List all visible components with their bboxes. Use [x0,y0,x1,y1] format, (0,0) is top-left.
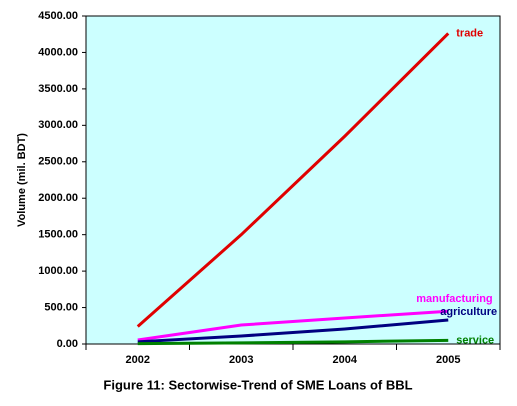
y-tick-label: 500.00 [44,301,78,313]
series-line [137,309,449,342]
y-tick-label: 1500.00 [38,229,78,241]
series-line [137,318,449,344]
chart-title: Figure 11: Sectorwise-Trend of SME Loans… [103,377,412,392]
y-tick-label: 4500.00 [38,10,78,22]
y-tick-label: 2000.00 [38,192,78,204]
plot-area [85,15,501,345]
x-tick-label: 2004 [333,354,358,366]
y-tick-label: 3500.00 [38,83,78,95]
y-tick-label: 1000.00 [38,265,78,277]
series-label: service [456,334,494,346]
series-label: manufacturing [416,293,492,305]
y-tick-label: 3000.00 [38,119,78,131]
series-label: agriculture [440,306,497,318]
y-tick-label: 2500.00 [38,156,78,168]
x-tick-label: 2002 [126,354,150,366]
y-tick-label: 4000.00 [38,46,78,58]
series-line [136,32,450,328]
series-label: trade [456,27,483,39]
x-tick-label: 2003 [229,354,253,366]
y-tick-label: 0.00 [57,338,78,350]
y-axis-label: Volume (mil. BDT) [16,133,28,227]
series-line [137,338,449,346]
x-tick-label: 2005 [436,354,460,366]
